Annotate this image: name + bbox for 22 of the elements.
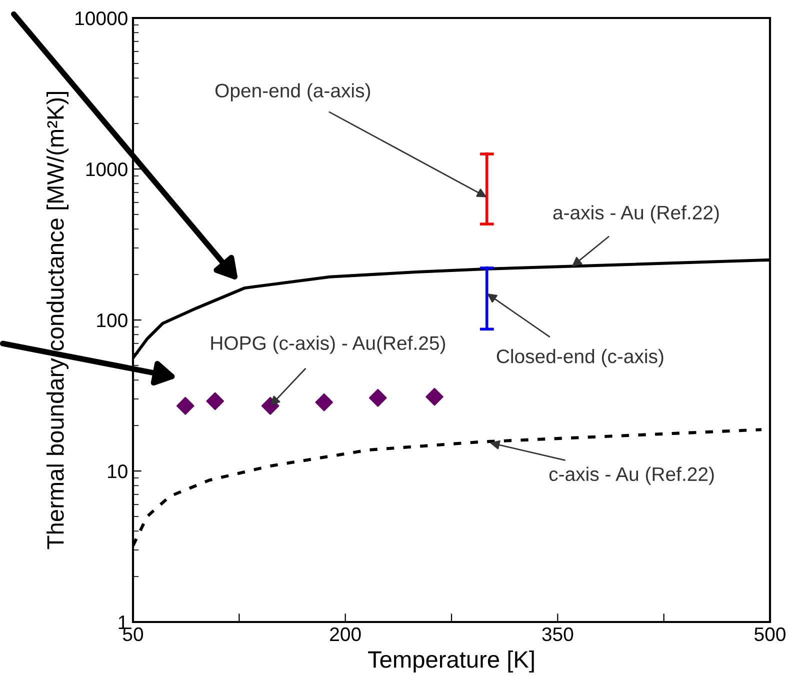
point — [315, 393, 334, 412]
annotation: HOPG (c-axis) - Au(Ref.25) — [211, 336, 446, 354]
annotation: Closed-end (c-axis) — [496, 348, 664, 368]
x-tick-label: 500 — [754, 627, 786, 642]
y-tick-label: 10 — [108, 464, 128, 478]
x-tick-label: 350 — [542, 627, 574, 642]
annotation: c-axis - Au (Ref.22) — [549, 466, 714, 485]
y-tick-label: 100 — [97, 313, 128, 328]
y-tick-label: 1000 — [86, 162, 128, 176]
point — [176, 396, 194, 415]
x-tick-label: 50 — [122, 627, 144, 642]
x-axis-title: Temperature [K] — [368, 650, 534, 673]
annotation: Open-end (a-axis) — [215, 83, 370, 102]
x-tick-label: 200 — [330, 627, 361, 642]
point — [485, 152, 488, 156]
y-tick-label: 10000 — [76, 11, 128, 26]
point — [426, 388, 444, 406]
annotation: a-axis - Au (Ref.22) — [553, 205, 719, 224]
point — [485, 266, 488, 270]
point — [206, 392, 224, 410]
y-axis-title: Thermal boundary conductance [MW/(m²K)] — [46, 92, 69, 550]
point — [368, 388, 387, 407]
